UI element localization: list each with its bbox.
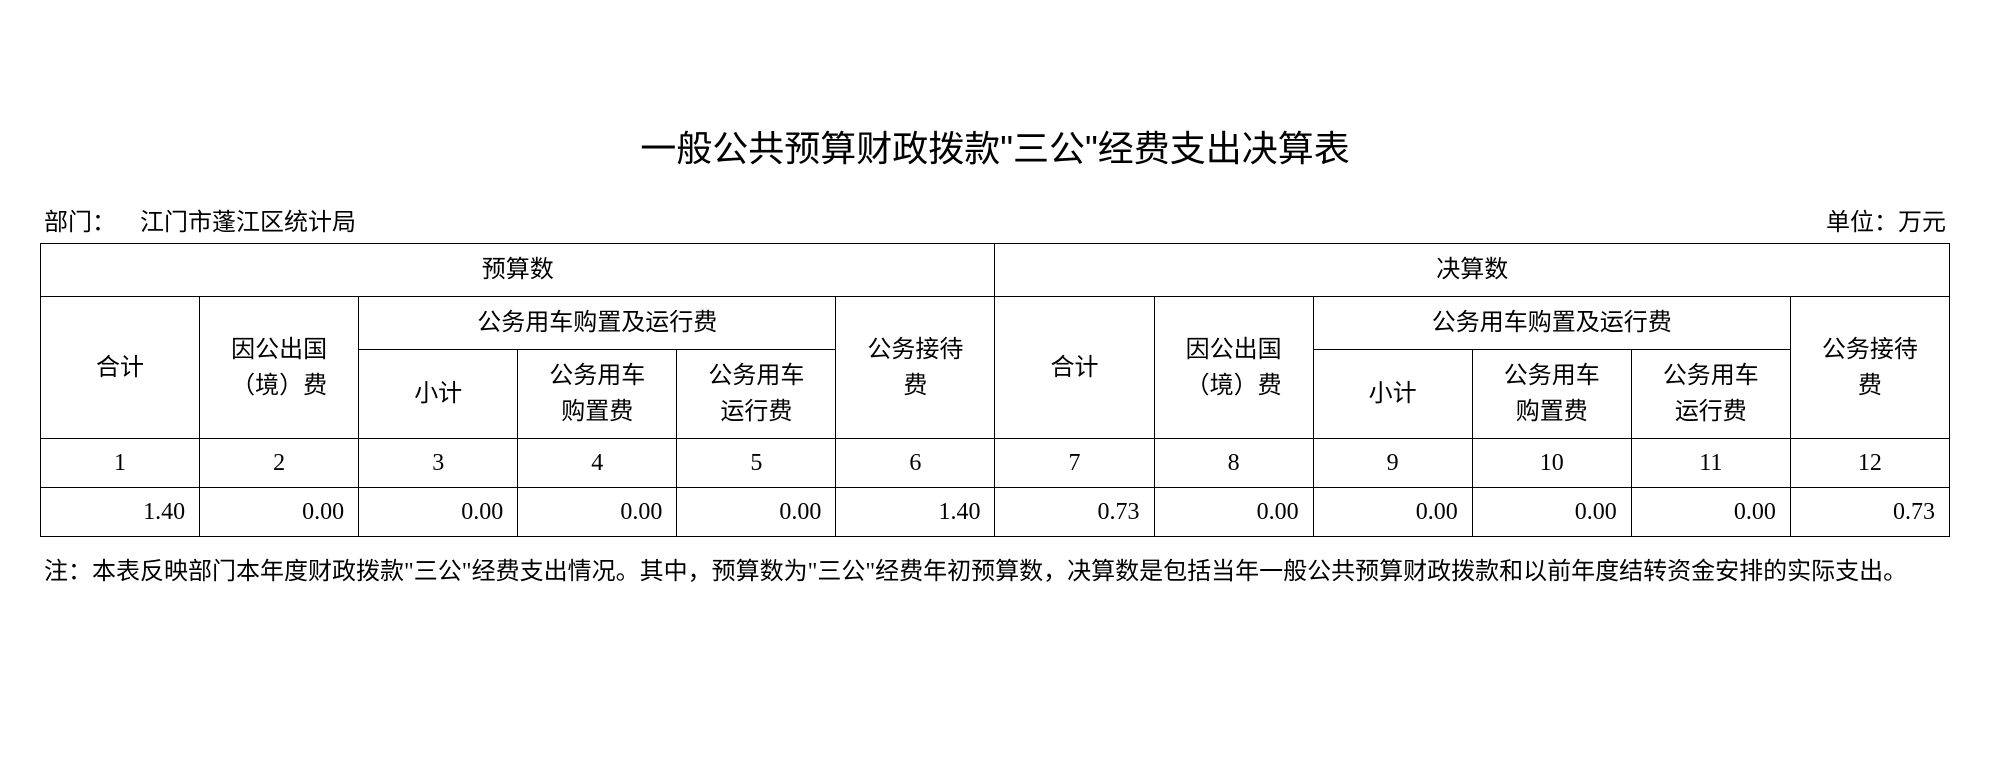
header-operate-b: 公务用车运行费 — [677, 350, 836, 439]
data-cell: 0.00 — [359, 488, 518, 537]
colnum-cell: 6 — [836, 439, 995, 488]
meta-row: 部门： 江门市蓬江区统计局 单位：万元 — [40, 202, 1950, 237]
header-heji-f: 合计 — [995, 297, 1154, 439]
data-cell: 0.00 — [518, 488, 677, 537]
header-purchase-b: 公务用车购置费 — [518, 350, 677, 439]
header-subtotal-f: 小计 — [1313, 350, 1472, 439]
colnum-cell: 7 — [995, 439, 1154, 488]
header-vehicle-b: 公务用车购置及运行费 — [359, 297, 836, 350]
data-cell: 0.00 — [200, 488, 359, 537]
data-row: 1.40 0.00 0.00 0.00 0.00 1.40 0.73 0.00 … — [41, 488, 1950, 537]
colnum-cell: 11 — [1631, 439, 1790, 488]
dept-label: 部门： — [44, 210, 116, 236]
header-purchase-f: 公务用车购置费 — [1472, 350, 1631, 439]
header-subtotal-b: 小计 — [359, 350, 518, 439]
colnum-cell: 5 — [677, 439, 836, 488]
column-number-row: 1 2 3 4 5 6 7 8 9 10 11 12 — [41, 439, 1950, 488]
header-abroad-b: 因公出国（境）费 — [200, 297, 359, 439]
data-cell: 0.00 — [1154, 488, 1313, 537]
colnum-cell: 8 — [1154, 439, 1313, 488]
header-reception-f: 公务接待费 — [1790, 297, 1949, 439]
footnote: 注：本表反映部门本年度财政拨款"三公"经费支出情况。其中，预算数为"三公"经费年… — [40, 547, 1950, 597]
data-cell: 0.73 — [995, 488, 1154, 537]
unit-label: 单位：万元 — [1826, 202, 1946, 237]
dept-block: 部门： 江门市蓬江区统计局 — [44, 202, 356, 237]
page-title: 一般公共预算财政拨款"三公"经费支出决算表 — [40, 120, 1950, 172]
header-budget: 预算数 — [41, 244, 995, 297]
header-final: 决算数 — [995, 244, 1950, 297]
colnum-cell: 1 — [41, 439, 200, 488]
colnum-cell: 4 — [518, 439, 677, 488]
header-heji-b: 合计 — [41, 297, 200, 439]
data-cell: 1.40 — [41, 488, 200, 537]
data-cell: 0.00 — [1631, 488, 1790, 537]
colnum-cell: 3 — [359, 439, 518, 488]
data-cell: 0.73 — [1790, 488, 1949, 537]
header-vehicle-f: 公务用车购置及运行费 — [1313, 297, 1790, 350]
header-reception-b: 公务接待费 — [836, 297, 995, 439]
dept-value: 江门市蓬江区统计局 — [140, 210, 356, 236]
colnum-cell: 2 — [200, 439, 359, 488]
data-cell: 0.00 — [1472, 488, 1631, 537]
data-cell: 0.00 — [1313, 488, 1472, 537]
header-abroad-f: 因公出国（境）费 — [1154, 297, 1313, 439]
budget-table: 预算数 决算数 合计 因公出国（境）费 公务用车购置及运行费 公务接待费 合计 … — [40, 243, 1950, 537]
colnum-cell: 12 — [1790, 439, 1949, 488]
colnum-cell: 10 — [1472, 439, 1631, 488]
data-cell: 0.00 — [677, 488, 836, 537]
colnum-cell: 9 — [1313, 439, 1472, 488]
header-operate-f: 公务用车运行费 — [1631, 350, 1790, 439]
data-cell: 1.40 — [836, 488, 995, 537]
